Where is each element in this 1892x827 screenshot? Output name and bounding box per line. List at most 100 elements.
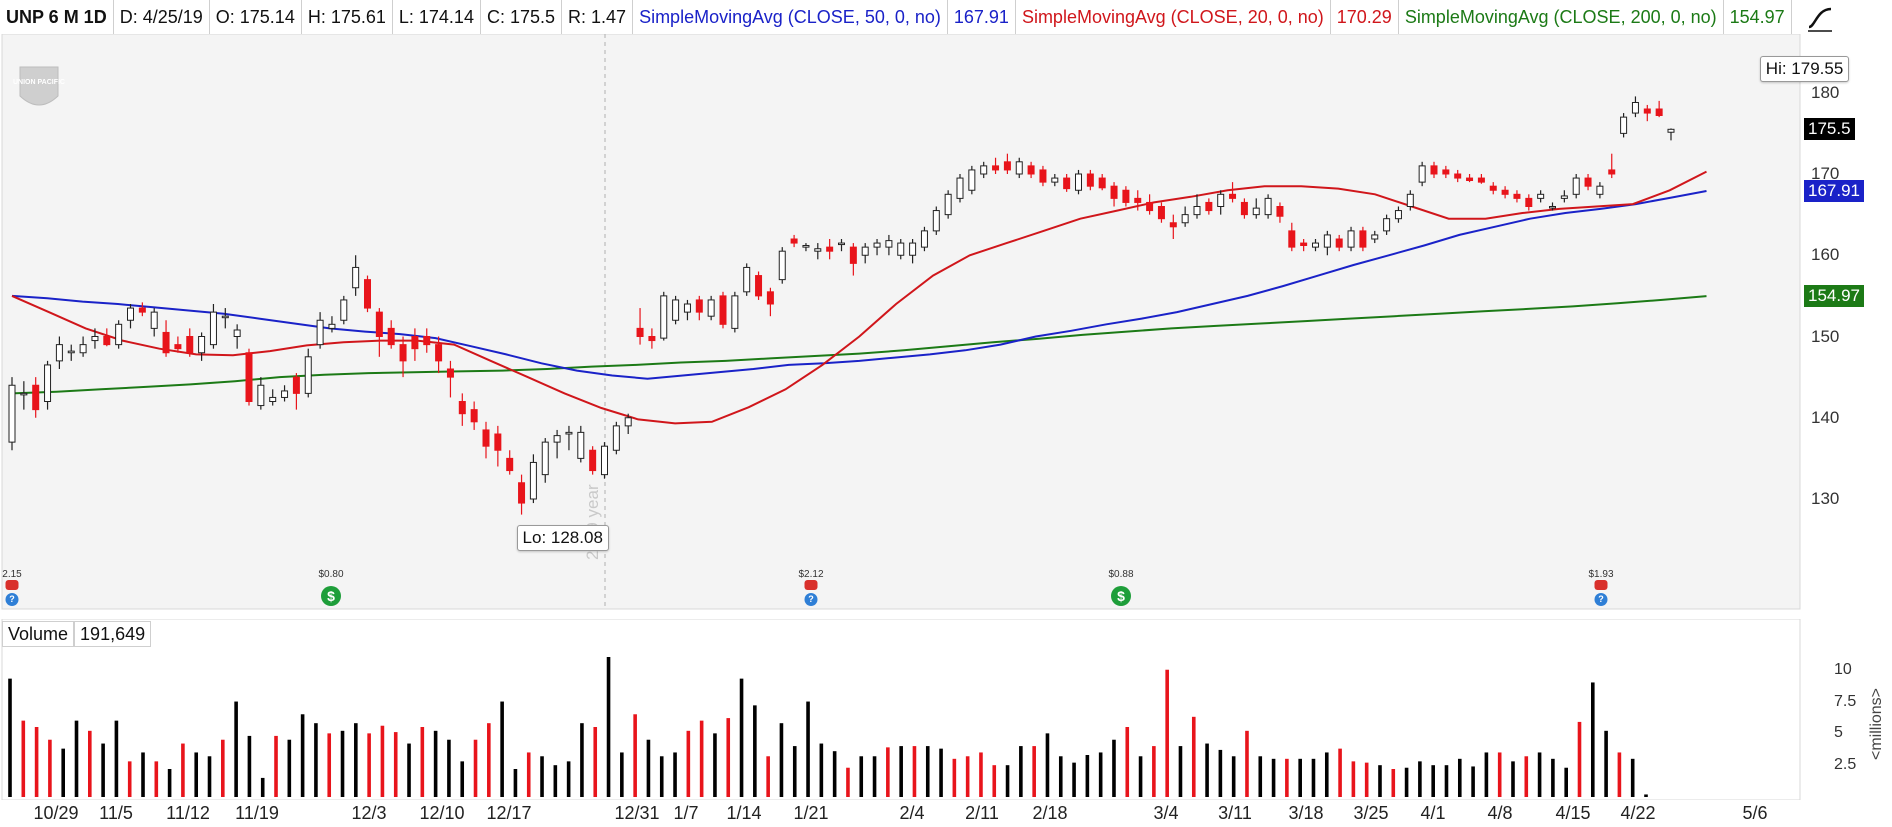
candle [755,271,763,300]
candle [328,316,336,333]
time-tick-label: 4/1 [1420,803,1446,823]
volume-bar [513,769,518,797]
candle-body [909,242,917,256]
time-tick-label: 12/17 [486,803,532,823]
candle [269,389,277,406]
candle-body [1525,197,1533,207]
candle-body [743,266,751,293]
candle [1620,113,1628,138]
candle [1477,174,1485,184]
drawing-tool-icon[interactable] [1805,3,1835,33]
candle [1537,190,1545,203]
candle-body [44,364,52,402]
volume-bar [354,723,358,797]
candle-body [446,368,454,378]
candle-body [435,344,443,362]
sma50-study-label[interactable]: SimpleMovingAvg (CLOSE, 50, 0, no) [633,0,948,34]
candle-body [411,336,419,350]
candle-body [1383,218,1391,232]
time-tick-label: 4/8 [1487,803,1513,823]
candle-body [1631,102,1639,114]
candle [743,263,751,296]
candle [1098,174,1106,191]
volume-bar [287,739,292,797]
volume-bar [1431,765,1435,797]
candle-body [980,165,988,175]
volume-bar [1630,758,1635,797]
candle-body [375,311,383,337]
candle-body [127,307,134,321]
candle [375,308,383,357]
candle [44,360,52,410]
last-price-tag: 175.5 [1804,118,1855,141]
time-tick-label: 12/3 [351,803,387,823]
volume-bar [1085,755,1090,797]
candle [1193,194,1201,219]
candle [968,165,976,195]
candle-body [1169,222,1177,228]
candle-body [1501,189,1509,195]
candle [304,348,312,398]
time-tick-label: 1/21 [793,803,829,823]
candle-body [1608,169,1616,175]
candle-body [8,384,16,443]
candle-body [1513,193,1521,199]
candle [209,304,217,349]
candle [470,401,478,430]
candle-body [1312,242,1319,248]
candle-body [1371,234,1379,240]
candle-body [968,169,976,191]
volume-bar [393,732,398,797]
sma20-study-label[interactable]: SimpleMovingAvg (CLOSE, 20, 0, no) [1016,0,1331,34]
volume-bar [1511,761,1515,797]
candle [1086,169,1094,191]
sma200-study-label[interactable]: SimpleMovingAvg (CLOSE, 200, 0, no) [1399,0,1724,34]
volume-bar [779,723,784,797]
volume-bar [1005,765,1010,797]
candle [423,328,431,353]
candle-body [1264,197,1272,216]
candle-body [849,246,857,264]
candle-body [1086,173,1094,187]
candle [980,161,988,179]
volume-chart[interactable] [0,619,1892,800]
volume-bar [460,761,465,797]
volume-bar [1205,743,1209,797]
candle [802,243,810,252]
candle-body [245,352,253,402]
volume-bar [500,701,504,797]
volume-bar [673,752,677,797]
volume-bar [1617,752,1622,797]
candle [1217,190,1225,215]
candle-body [1430,165,1438,175]
time-axis: 10/29 11/5 11/12 11/19 12/3 12/10 12/17 12/31 1/… [0,800,1892,827]
candle [849,243,857,276]
candle-body [387,327,395,346]
volume-bar [194,752,199,797]
volume-legend: Volume 191,649 [2,621,152,647]
candle [1513,190,1521,203]
candle [1560,190,1568,203]
candle [198,332,206,361]
volume-bar [1497,752,1502,797]
candle-body [1276,206,1284,217]
candle-body [601,445,608,476]
symbol-label[interactable]: UNP 6 M 1D [0,0,114,34]
candle-body [920,230,928,248]
candle-body [281,390,289,398]
open-label: O: 175.14 [210,0,302,34]
candle-body [577,431,585,459]
volume-bar [1258,756,1263,797]
candle [541,438,549,483]
candle-body [91,336,99,342]
candle-body [897,242,905,256]
candle-body [1359,230,1367,248]
candle [1051,174,1059,187]
price-chart[interactable]: UNION PACIFIC [0,34,1892,612]
candle-body [518,482,526,504]
candle-body [1122,189,1130,203]
candle [1003,153,1011,174]
time-tick-label: 12/31 [614,803,660,823]
logo-shield [19,66,59,106]
volume-bar [221,739,225,797]
